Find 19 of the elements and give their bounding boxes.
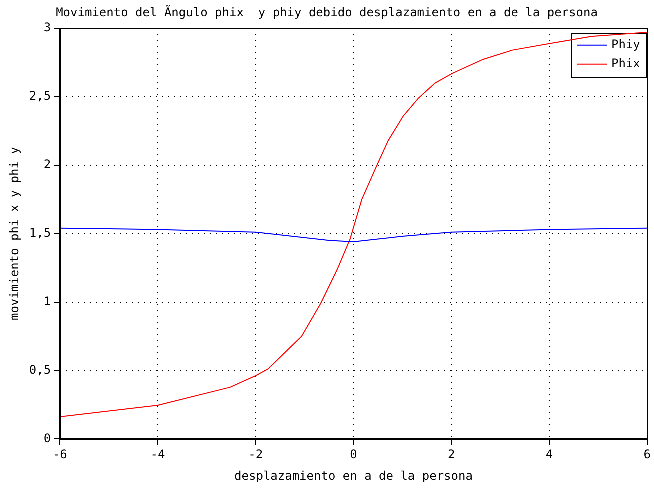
y-tick-label: 2,5 [29,88,52,103]
x-tick-label: -6 [52,448,68,462]
x-tick-label: 6 [644,448,652,462]
y-tick-label: 2 [44,157,52,172]
x-tick-label: -2 [248,448,264,462]
y-tick-label: 1 [44,294,52,308]
x-tick-label: -4 [150,448,166,462]
y-axis-title: movimiento phi x y phi y [7,147,22,320]
y-tick-label: 3 [44,20,52,35]
y-tick-label: 1,5 [29,226,52,240]
chart-title: Movimiento del Ãngulo phix y phiy debido desplazamiento en a de la persona [56,4,598,20]
x-tick-label: 4 [546,448,554,462]
legend-label: Phiy [611,38,640,52]
x-tick-label: 0 [350,448,358,462]
x-tick-label: 2 [448,448,456,462]
y-tick-label: 0 [44,431,52,446]
x-axis-title: desplazamiento en a de la persona [234,468,473,483]
legend-label: Phix [611,56,640,71]
y-tick-label: 0,5 [29,362,52,377]
